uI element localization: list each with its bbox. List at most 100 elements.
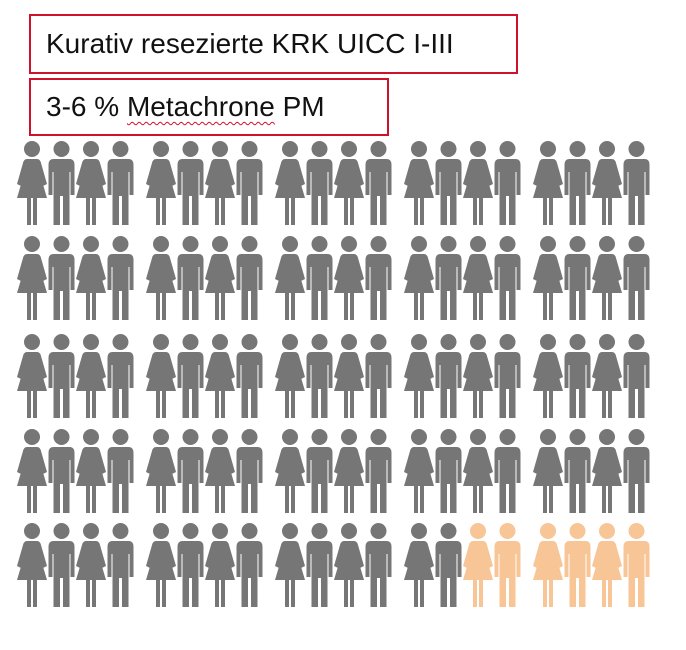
person-figure <box>236 523 263 607</box>
person-figure <box>275 334 305 418</box>
person-figure <box>435 141 462 225</box>
person-figure <box>76 334 106 418</box>
person-figure <box>533 334 563 418</box>
person-figure <box>76 523 106 607</box>
person-figure <box>623 141 650 225</box>
person-figure <box>177 523 204 607</box>
person-figure <box>435 236 462 320</box>
person-figure <box>275 523 305 607</box>
person-figure <box>365 334 392 418</box>
person-figure <box>592 334 622 418</box>
person-figure <box>564 141 591 225</box>
person-figure <box>334 141 364 225</box>
person-figure <box>404 141 434 225</box>
person-figure <box>435 429 462 513</box>
person-figure <box>275 141 305 225</box>
person-figure <box>107 141 134 225</box>
person-figure <box>564 236 591 320</box>
person-figure <box>592 236 622 320</box>
person-figure <box>365 429 392 513</box>
person-figure <box>275 236 305 320</box>
person-figure <box>404 523 434 607</box>
person-figure <box>306 334 333 418</box>
person-figure <box>533 429 563 513</box>
person-figure <box>76 429 106 513</box>
person-figure <box>236 141 263 225</box>
person-figure <box>48 523 75 607</box>
person-figure <box>494 334 521 418</box>
subtitle-abbr: PM <box>282 91 325 122</box>
person-figure <box>177 141 204 225</box>
person-figure <box>463 236 493 320</box>
person-figure <box>463 429 493 513</box>
person-figure <box>177 236 204 320</box>
person-figure <box>146 141 176 225</box>
person-figure <box>236 429 263 513</box>
person-figure <box>623 429 650 513</box>
subtitle-text: 3-6 % Metachrone PM <box>46 93 325 121</box>
person-figure <box>592 429 622 513</box>
person-figure <box>306 523 333 607</box>
person-figure-highlighted <box>564 523 591 607</box>
person-figure <box>107 523 134 607</box>
person-figure-highlighted <box>533 523 563 607</box>
person-figure <box>107 429 134 513</box>
person-figure <box>404 334 434 418</box>
person-figure <box>564 334 591 418</box>
person-figure <box>306 429 333 513</box>
person-figure <box>404 429 434 513</box>
person-figure <box>306 236 333 320</box>
person-figure <box>76 141 106 225</box>
person-figure <box>236 236 263 320</box>
person-figure <box>334 429 364 513</box>
person-figure <box>107 236 134 320</box>
person-figure <box>107 334 134 418</box>
person-figure <box>205 523 235 607</box>
person-figure <box>48 141 75 225</box>
person-figure-highlighted <box>494 523 521 607</box>
person-figure <box>435 334 462 418</box>
title-box: Kurativ resezierte KRK UICC I-III <box>29 14 518 74</box>
person-figure <box>533 141 563 225</box>
person-figure <box>205 429 235 513</box>
subtitle-word: Metachrone <box>126 91 275 122</box>
person-figure <box>623 236 650 320</box>
person-figure <box>494 141 521 225</box>
person-figure <box>17 523 47 607</box>
chart-title: Kurativ resezierte KRK UICC I-III <box>46 28 454 59</box>
person-figure <box>17 429 47 513</box>
person-figure <box>435 523 462 607</box>
person-figure <box>177 429 204 513</box>
person-figure <box>463 334 493 418</box>
person-figure-highlighted <box>463 523 493 607</box>
subtitle-percent: 3-6 % <box>46 91 120 122</box>
person-figure <box>236 334 263 418</box>
person-figure <box>76 236 106 320</box>
person-figure <box>334 334 364 418</box>
person-figure-highlighted <box>623 523 650 607</box>
person-figure <box>494 236 521 320</box>
person-figure <box>205 141 235 225</box>
person-figure <box>623 334 650 418</box>
person-figure <box>564 429 591 513</box>
person-figure <box>146 429 176 513</box>
person-figure <box>146 236 176 320</box>
person-figure <box>275 429 305 513</box>
person-figure <box>146 334 176 418</box>
person-figure <box>365 141 392 225</box>
person-figure-highlighted <box>592 523 622 607</box>
person-figure <box>334 236 364 320</box>
person-figure <box>146 523 176 607</box>
person-figure <box>17 141 47 225</box>
person-figure <box>205 334 235 418</box>
person-figure <box>592 141 622 225</box>
person-figure <box>306 141 333 225</box>
person-figure <box>205 236 235 320</box>
person-figure <box>17 334 47 418</box>
person-figure <box>48 429 75 513</box>
subtitle-box: 3-6 % Metachrone PM <box>29 78 389 136</box>
person-figure <box>494 429 521 513</box>
person-figure <box>365 236 392 320</box>
person-figure <box>48 236 75 320</box>
